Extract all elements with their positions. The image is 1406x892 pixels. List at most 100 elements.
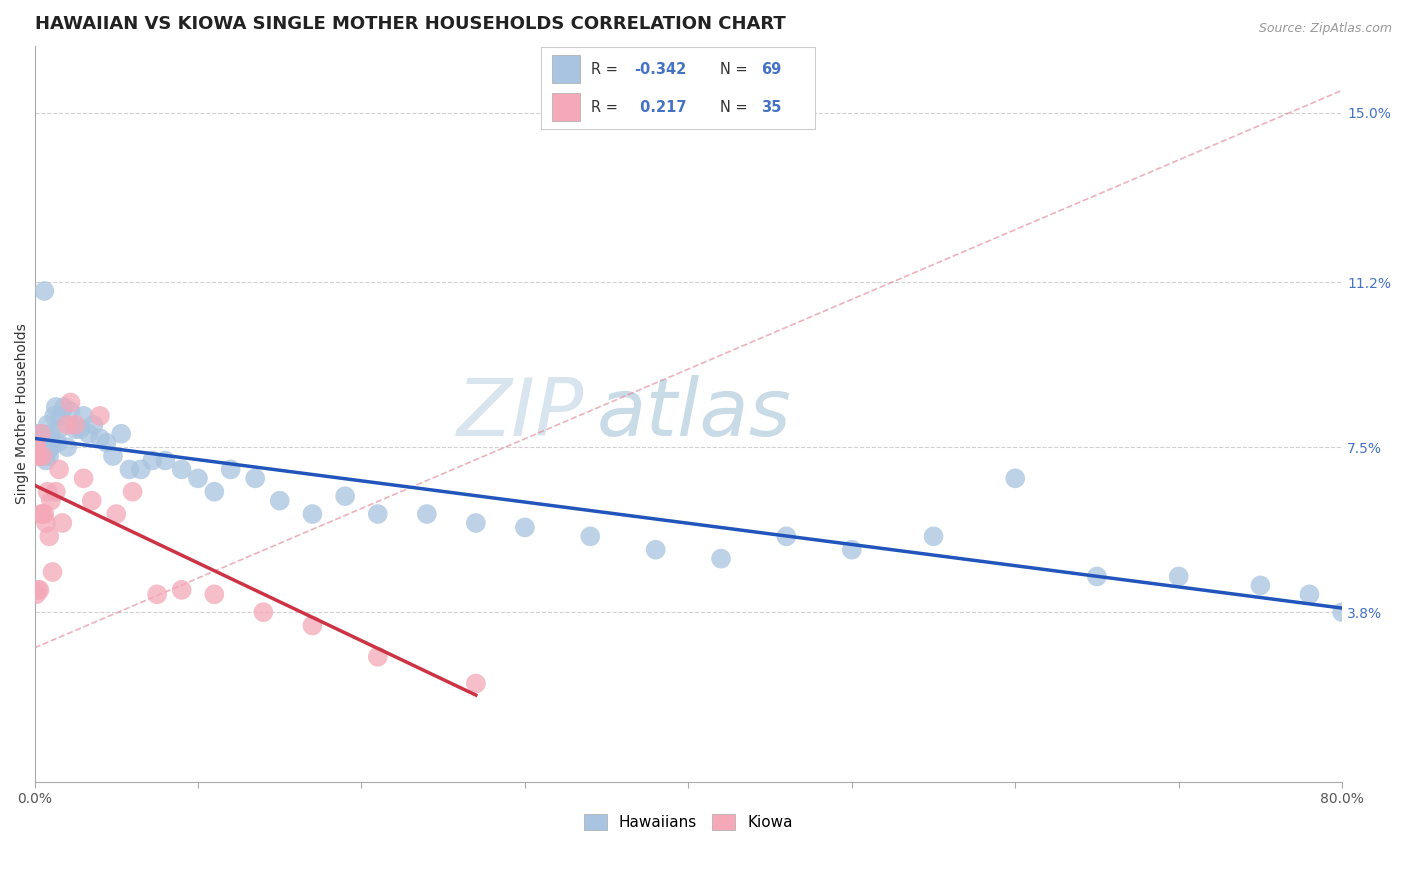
Point [56,417,79,432]
Point [775,529,797,543]
Y-axis label: Single Mother Households: Single Mother Households [15,323,30,504]
Point [301,618,323,632]
Point [89,409,111,423]
Point [110,426,132,441]
Point [56,440,79,454]
Point [31,440,53,454]
Point [27,444,49,458]
Point [187,471,209,485]
Point [39,426,62,441]
Point [464,676,486,690]
Point [39,440,62,454]
Point [118,462,141,476]
Point [27,582,49,597]
Point [1167,569,1189,583]
Text: HAWAIIAN VS KIOWA SINGLE MOTHER HOUSEHOLDS CORRELATION CHART: HAWAIIAN VS KIOWA SINGLE MOTHER HOUSEHOL… [35,15,786,33]
Point [416,507,439,521]
Point [922,529,945,543]
Point [46,435,69,450]
Point [35,453,58,467]
Point [35,435,58,450]
Point [53,400,76,414]
Point [48,422,70,436]
Point [49,409,72,423]
Point [59,395,82,409]
Point [30,444,52,458]
Point [72,471,94,485]
Point [37,444,59,458]
Point [45,400,67,414]
Point [28,440,51,454]
Point [30,507,52,521]
Point [89,431,111,445]
Point [25,440,48,454]
Point [146,587,169,601]
Point [65,417,87,432]
Point [34,507,56,521]
Point [27,435,49,450]
Point [45,484,67,499]
Point [30,426,52,441]
Text: 69: 69 [761,62,780,77]
Point [38,449,60,463]
Point [48,462,70,476]
Text: R =: R = [591,100,623,115]
Point [367,649,389,664]
Point [121,484,143,499]
Point [35,516,58,530]
Text: 0.217: 0.217 [634,100,686,115]
Point [41,565,63,579]
Point [39,435,62,450]
Point [269,493,291,508]
Point [202,484,225,499]
Point [710,551,733,566]
Point [34,449,56,463]
Point [38,529,60,543]
Point [27,449,49,463]
Point [25,440,48,454]
Point [96,435,118,450]
Point [69,422,91,436]
Point [77,426,100,441]
Point [219,462,242,476]
Point [31,449,53,463]
Point [1004,471,1026,485]
Point [105,507,128,521]
Point [31,449,53,463]
Point [30,426,52,441]
Point [35,444,58,458]
Point [841,542,863,557]
Point [51,516,73,530]
Point [28,449,51,463]
Point [245,471,267,485]
Point [44,409,66,423]
Point [80,493,103,508]
Point [25,587,48,601]
Point [34,284,56,298]
Point [513,520,536,534]
Point [1249,578,1271,592]
Text: -0.342: -0.342 [634,62,686,77]
Point [39,493,62,508]
Point [1331,605,1354,619]
Point [28,449,51,463]
Point [72,409,94,423]
Point [37,417,59,432]
Point [31,431,53,445]
Point [82,417,104,432]
Text: ZIP: ZIP [457,375,583,452]
Point [170,582,193,597]
Point [25,440,48,454]
Point [333,489,356,503]
Point [170,462,193,476]
Text: atlas: atlas [596,375,792,452]
Point [28,431,51,445]
Text: Source: ZipAtlas.com: Source: ZipAtlas.com [1258,22,1392,36]
Point [38,435,60,450]
Text: N =: N = [720,62,752,77]
Point [301,507,323,521]
Point [31,507,53,521]
Point [129,462,152,476]
Point [202,587,225,601]
FancyBboxPatch shape [553,94,579,121]
